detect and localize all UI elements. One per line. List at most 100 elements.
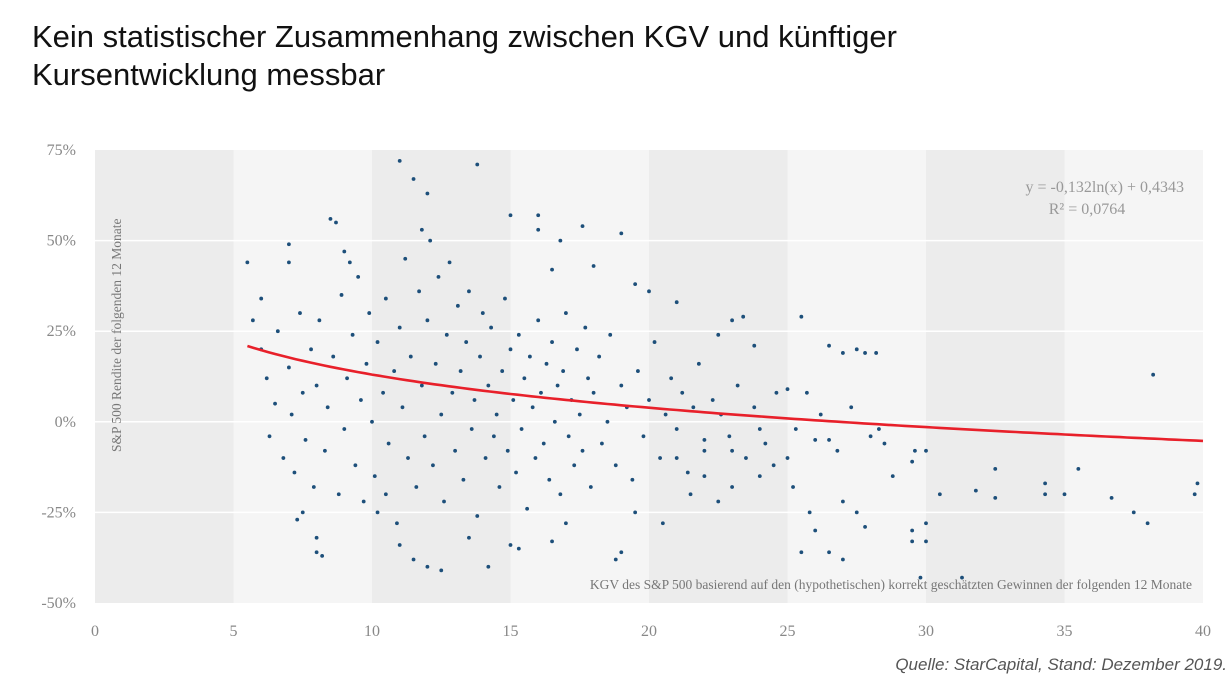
data-point xyxy=(281,456,286,460)
data-point xyxy=(345,376,349,381)
data-point xyxy=(658,456,662,460)
data-point xyxy=(403,256,408,261)
data-point xyxy=(267,434,272,439)
data-point xyxy=(461,477,466,482)
data-point xyxy=(541,441,546,446)
data-point xyxy=(300,510,305,515)
y-axis-ticks: 75% 50% 25% 0% -25% -50% xyxy=(41,142,76,612)
data-point xyxy=(475,162,480,167)
data-point xyxy=(605,419,610,424)
data-point xyxy=(841,557,845,562)
background-band xyxy=(926,150,1065,603)
data-point xyxy=(993,467,998,471)
data-point xyxy=(453,448,457,453)
data-point xyxy=(710,398,715,402)
data-point xyxy=(791,485,795,489)
data-point xyxy=(419,383,424,388)
data-point xyxy=(688,492,693,497)
data-point xyxy=(375,340,380,344)
data-point xyxy=(295,517,300,522)
data-point xyxy=(702,448,707,453)
data-point xyxy=(508,543,513,547)
data-point xyxy=(381,390,385,395)
data-point xyxy=(619,383,624,388)
data-point xyxy=(527,354,532,359)
data-point xyxy=(525,506,530,511)
data-point xyxy=(785,387,790,392)
data-point xyxy=(497,485,502,489)
data-point xyxy=(483,456,488,460)
data-point xyxy=(1109,496,1114,500)
data-point xyxy=(913,448,917,453)
data-point xyxy=(259,296,264,301)
data-point xyxy=(372,474,377,479)
data-point xyxy=(433,361,438,366)
data-point xyxy=(874,351,879,355)
background-band xyxy=(787,150,926,603)
data-point xyxy=(508,213,513,218)
data-point xyxy=(771,463,776,468)
data-point xyxy=(336,492,341,497)
data-point xyxy=(400,405,405,410)
data-point xyxy=(591,264,596,268)
data-point xyxy=(522,376,527,381)
data-point xyxy=(425,318,430,323)
data-point xyxy=(641,434,646,439)
data-point xyxy=(292,470,297,475)
data-point xyxy=(367,311,372,315)
data-point xyxy=(868,434,873,439)
data-point xyxy=(580,448,585,453)
data-point xyxy=(287,260,291,265)
data-point xyxy=(467,535,471,540)
data-point xyxy=(411,557,416,562)
data-point xyxy=(863,351,867,355)
data-point xyxy=(633,282,638,286)
data-point xyxy=(250,318,255,323)
data-point xyxy=(566,434,571,439)
data-point xyxy=(580,224,585,229)
data-point xyxy=(1076,467,1081,471)
data-point xyxy=(1195,481,1200,486)
data-point xyxy=(442,499,446,504)
data-point xyxy=(314,535,319,540)
data-point xyxy=(799,550,804,555)
data-point xyxy=(680,390,685,395)
data-point xyxy=(475,514,480,518)
data-point xyxy=(910,459,915,464)
data-point xyxy=(375,510,380,515)
data-point xyxy=(328,216,333,221)
data-point xyxy=(511,398,516,402)
data-point xyxy=(505,448,510,453)
background-band xyxy=(1064,150,1203,603)
data-point xyxy=(550,267,554,272)
data-point xyxy=(447,260,452,265)
data-point xyxy=(793,427,798,431)
x-tick-label: 35 xyxy=(1057,623,1073,640)
y-tick-label: 0% xyxy=(55,414,76,431)
x-tick-label: 20 xyxy=(641,623,657,640)
data-point xyxy=(561,369,566,373)
data-point xyxy=(735,383,740,388)
data-point xyxy=(597,354,602,359)
data-point xyxy=(577,412,582,417)
data-point xyxy=(696,361,701,366)
data-point xyxy=(552,419,557,424)
data-point xyxy=(431,463,435,468)
data-point xyxy=(547,477,552,482)
data-point xyxy=(395,521,399,526)
data-point xyxy=(730,318,734,323)
data-point xyxy=(813,528,818,533)
title-line-2: Kursentwicklung messbar xyxy=(32,57,386,92)
data-point xyxy=(444,332,449,337)
data-point xyxy=(804,390,809,395)
y-tick-label: -25% xyxy=(41,504,76,521)
data-point xyxy=(647,398,651,402)
data-point xyxy=(544,361,549,366)
data-point xyxy=(469,427,474,431)
trendline xyxy=(247,344,1204,443)
data-point xyxy=(600,441,604,446)
data-point xyxy=(583,325,588,330)
data-point xyxy=(841,351,845,355)
data-point xyxy=(613,557,618,562)
